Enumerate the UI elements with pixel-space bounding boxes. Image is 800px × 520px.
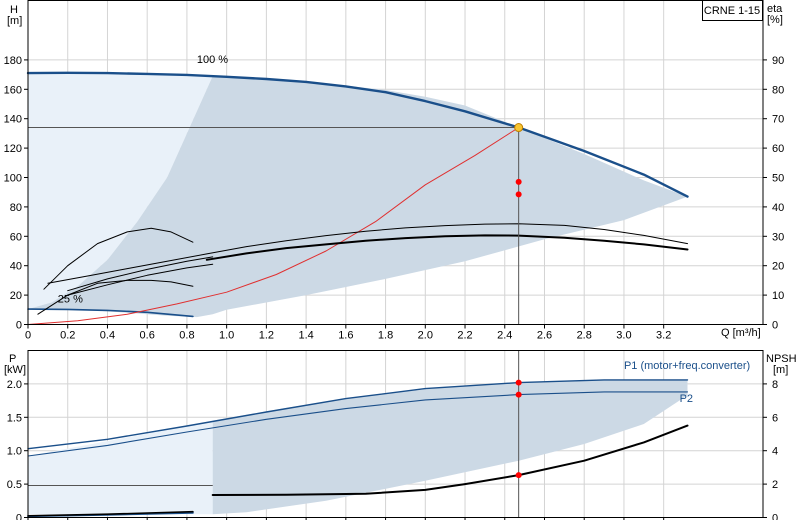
y-tick-label: 100 bbox=[4, 173, 22, 185]
y-tick-label: 0 bbox=[16, 320, 22, 332]
lower-chart: P1 (motor+freq.converter)P2 00.51.01.52.… bbox=[4, 350, 797, 520]
efficiency-low-1-curve bbox=[43, 227, 194, 290]
envelope-light bbox=[28, 421, 213, 515]
head-axis-label-right: eta [%] bbox=[767, 3, 783, 26]
y-tick-label: 160 bbox=[4, 84, 22, 96]
head-axis-label-left: H [m] bbox=[7, 4, 22, 27]
x-tick-label: 1.2 bbox=[259, 330, 274, 342]
head-25-curve bbox=[27, 308, 194, 318]
y-tick-label: 0 bbox=[16, 513, 22, 520]
x-tick-label: 0.4 bbox=[100, 330, 115, 342]
x-tick-label: 3.2 bbox=[656, 330, 671, 342]
y2-tick-label: 30 bbox=[772, 231, 784, 243]
power-curve-label: P2 bbox=[680, 393, 693, 405]
npsh-axis-label: NPSH [m] bbox=[766, 353, 797, 376]
x-axis-label: Q [m³/h] bbox=[721, 327, 761, 339]
y2-tick-label: 90 bbox=[772, 55, 784, 67]
x-tick-label: 1.6 bbox=[338, 330, 353, 342]
efficiency-low-3-curve bbox=[67, 256, 214, 292]
eta-axis-label-unit: [%] bbox=[767, 14, 783, 26]
y2-tick-label: 0 bbox=[772, 513, 778, 520]
npsh-25-curve bbox=[27, 510, 194, 517]
p2-curve bbox=[27, 391, 689, 457]
x-tick-label: 3.0 bbox=[616, 330, 631, 342]
envelope-light bbox=[28, 72, 213, 310]
x-tick-label: 2.4 bbox=[497, 330, 512, 342]
y2-tick-label: 0 bbox=[772, 320, 778, 332]
duty-point-marker bbox=[515, 178, 522, 185]
y2-tick-label: 70 bbox=[772, 114, 784, 126]
y2-tick-label: 40 bbox=[772, 202, 784, 214]
y-tick-label: 1.5 bbox=[7, 412, 22, 424]
duty-point-marker bbox=[515, 472, 522, 479]
y2-tick-label: 8 bbox=[772, 379, 778, 391]
head-curves bbox=[26, 71, 689, 325]
x-tick-label: 2.0 bbox=[418, 330, 433, 342]
x-tick-label: 2.2 bbox=[457, 330, 472, 342]
envelope-dark bbox=[212, 379, 688, 515]
x-tick-label: 2.8 bbox=[577, 330, 592, 342]
y-tick-label: 1.0 bbox=[7, 446, 22, 458]
npsh-axis-label-text: NPSH bbox=[766, 353, 797, 365]
head-axis-label-h: H bbox=[10, 4, 18, 16]
p1-curve bbox=[27, 379, 689, 450]
head-axes: 0 0.2 0.4 0.6 0.8 1.0 1.2 1.4 1.6 1.8 2.0 2.2 2.4 2.6… bbox=[4, 55, 785, 342]
speed-curve-label: 100 % bbox=[197, 54, 228, 66]
power-axis-label-left: P [kW] bbox=[4, 353, 26, 376]
y-tick-label: 120 bbox=[4, 143, 22, 155]
y2-tick-label: 6 bbox=[772, 412, 778, 424]
power-axes: 0 0.5 1.0 1.5 2.0 0 2 4 6 8 bbox=[7, 379, 778, 520]
y2-tick-label: 80 bbox=[772, 84, 784, 96]
y2-tick-label: 20 bbox=[772, 261, 784, 273]
npsh-curve bbox=[211, 424, 689, 496]
power-curve-label: P1 (motor+freq.converter) bbox=[624, 360, 750, 372]
head-plot-frame bbox=[27, 0, 764, 325]
y2-tick-label: 60 bbox=[772, 143, 784, 155]
efficiency-low-4-curve bbox=[67, 263, 214, 296]
chart-title: CRNE 1-15 bbox=[704, 5, 760, 17]
system-curve-curve bbox=[27, 127, 520, 325]
efficiency-hydraulic-curve bbox=[205, 234, 689, 261]
x-tick-label: 2.6 bbox=[537, 330, 552, 342]
head-axis-label-unit: [m] bbox=[7, 15, 22, 27]
x-tick-label: 1.0 bbox=[219, 330, 234, 342]
power-envelope bbox=[28, 379, 688, 515]
y-tick-label: 140 bbox=[4, 114, 22, 126]
x-tick-label: 0.8 bbox=[179, 330, 194, 342]
y2-tick-label: 4 bbox=[772, 446, 778, 458]
y-tick-label: 80 bbox=[10, 202, 22, 214]
y2-tick-label: 2 bbox=[772, 479, 778, 491]
duty-point-marker bbox=[515, 391, 522, 398]
head-markers: 100 % 25 % bbox=[28, 54, 524, 325]
speed-curve-label: 25 % bbox=[58, 293, 83, 305]
x-tick-label: 0.6 bbox=[140, 330, 155, 342]
power-axis-label-p: P bbox=[9, 353, 16, 365]
y-tick-label: 20 bbox=[10, 290, 22, 302]
y-tick-label: 0.5 bbox=[7, 479, 22, 491]
duty-point-marker bbox=[515, 191, 522, 198]
eta-axis-label: eta bbox=[767, 3, 783, 15]
y-tick-label: 40 bbox=[10, 261, 22, 273]
upper-chart: 100 % 25 % 0 0.2 0.4 0.6 0.8 1.0 1.2 1.4 1.6 1.8 2.… bbox=[4, 0, 785, 342]
y-tick-label: 60 bbox=[10, 231, 22, 243]
efficiency-overall-curve bbox=[47, 223, 688, 284]
x-tick-label: 0 bbox=[25, 330, 31, 342]
y-tick-label: 180 bbox=[4, 55, 22, 67]
power-curves bbox=[27, 379, 689, 518]
power-markers: P1 (motor+freq.converter) P2 bbox=[28, 350, 750, 518]
chart-title-box bbox=[702, 0, 763, 21]
x-tick-label: 1.4 bbox=[298, 330, 313, 342]
y-tick-label: 2.0 bbox=[7, 379, 22, 391]
x-tick-label: 1.8 bbox=[378, 330, 393, 342]
x-tick-label: 0.2 bbox=[60, 330, 75, 342]
y2-tick-label: 50 bbox=[772, 173, 784, 185]
power-plot-frame bbox=[27, 350, 764, 518]
operating-point-marker bbox=[514, 123, 524, 133]
npsh-axis-label-unit: [m] bbox=[773, 364, 788, 376]
duty-point-marker bbox=[515, 379, 522, 386]
y2-tick-label: 10 bbox=[772, 290, 784, 302]
power-axis-label-unit: [kW] bbox=[4, 364, 26, 376]
head-100-curve bbox=[26, 71, 689, 198]
